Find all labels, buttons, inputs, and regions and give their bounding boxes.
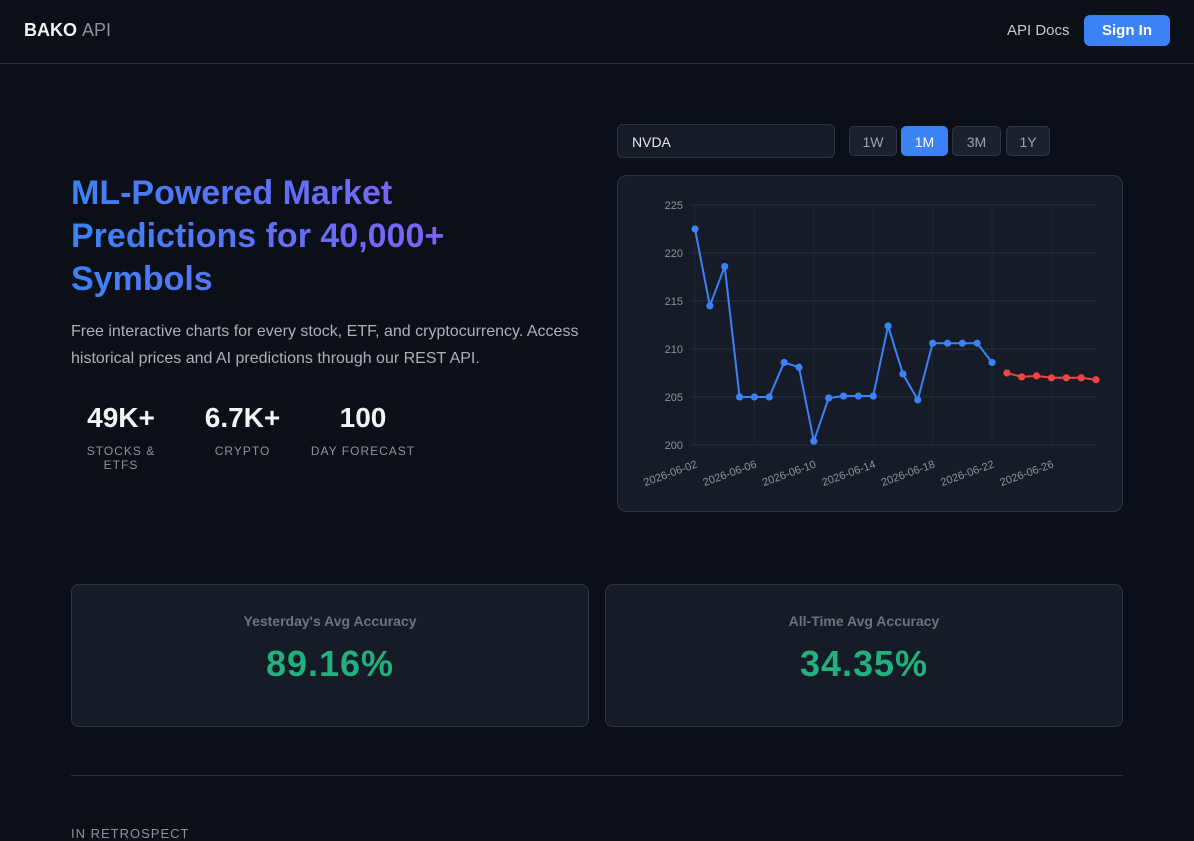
accuracy-label: Yesterday's Avg Accuracy (243, 613, 417, 629)
data-point (884, 322, 892, 330)
data-point (914, 396, 922, 404)
chart-card: 200 205 210 215 220 225 2026-06-02 2026-06-06 20… (617, 175, 1123, 512)
accuracy-value: 89.16% (265, 643, 395, 684)
data-point (1003, 369, 1011, 377)
data-point (1062, 374, 1070, 382)
data-point (825, 394, 833, 402)
x-tick-label: 2026-06-14 (820, 459, 877, 490)
data-point (958, 339, 966, 347)
y-tick-label: 200 (665, 440, 683, 452)
stat: 100 DAY FORECAST (303, 402, 423, 458)
brand-name[interactable]: BAKO (24, 20, 77, 40)
accuracy-card: Yesterday's Avg Accuracy 89.16% (71, 584, 589, 727)
stat: 49K+ STOCKS & ETFS (71, 402, 171, 472)
x-tick-label: 2026-06-06 (701, 459, 758, 490)
range-button[interactable]: 1M (901, 126, 948, 156)
y-tick-label: 215 (665, 296, 683, 308)
x-tick-label: 2026-06-10 (761, 459, 818, 490)
stat-value: 49K+ (87, 402, 155, 433)
sign-in-button[interactable]: Sign In (1084, 15, 1170, 46)
data-point (973, 339, 981, 347)
data-point (1018, 373, 1026, 381)
data-point (795, 363, 803, 371)
stat-label: STOCKS & ETFS (86, 444, 156, 472)
divider (71, 775, 1123, 776)
stat-label: CRYPTO (214, 444, 271, 458)
data-point (691, 225, 699, 233)
data-point (988, 358, 996, 367)
data-point (706, 302, 714, 310)
brand-suffix[interactable]: API (82, 20, 112, 40)
data-point (839, 392, 848, 400)
stat-value: 6.7K+ (204, 402, 281, 433)
series-line (694, 228, 993, 443)
nav-link[interactable]: API Docs (1007, 22, 1070, 39)
data-point (780, 358, 788, 367)
symbol-input[interactable]: NVDA (617, 124, 835, 158)
range-button[interactable]: 1Y (1006, 126, 1050, 156)
y-tick-label: 210 (665, 344, 683, 356)
y-tick-label: 225 (665, 200, 683, 212)
data-point (943, 339, 952, 347)
data-point (899, 370, 907, 378)
range-button[interactable]: 1W (849, 126, 897, 156)
data-point (1047, 374, 1056, 382)
data-point (750, 393, 759, 401)
accuracy-value: 34.35% (799, 643, 929, 684)
hero-title: ML-Powered Market Predictions for 40,000… (71, 172, 511, 301)
data-point (721, 262, 729, 271)
x-tick-label: 2026-06-26 (998, 459, 1055, 490)
data-point (1077, 374, 1085, 382)
y-tick-label: 220 (665, 248, 683, 260)
stat-value: 100 (339, 402, 387, 433)
data-point (929, 339, 937, 347)
stat: 6.7K+ CRYPTO (190, 402, 295, 458)
data-point (869, 392, 877, 400)
hero-description: Free interactive charts for every stock,… (71, 323, 579, 367)
data-point (735, 393, 744, 401)
stat-label: DAY FORECAST (310, 444, 416, 458)
x-tick-label: 2026-06-22 (939, 459, 996, 490)
top-bar: BAKO API API Docs Sign In (0, 0, 1194, 64)
accuracy-label: All-Time Avg Accuracy (788, 613, 940, 629)
x-tick-label: 2026-06-02 (642, 459, 699, 490)
x-tick-label: 2026-06-18 (880, 459, 937, 490)
y-tick-label: 205 (665, 392, 683, 404)
data-point (1032, 372, 1041, 380)
data-point (1092, 376, 1100, 384)
accuracy-card: All-Time Avg Accuracy 34.35% (605, 584, 1123, 727)
brand[interactable]: BAKO API (24, 20, 111, 41)
data-point (765, 393, 773, 401)
data-point (810, 437, 818, 445)
data-point (854, 392, 862, 400)
range-button[interactable]: 3M (952, 126, 1001, 156)
